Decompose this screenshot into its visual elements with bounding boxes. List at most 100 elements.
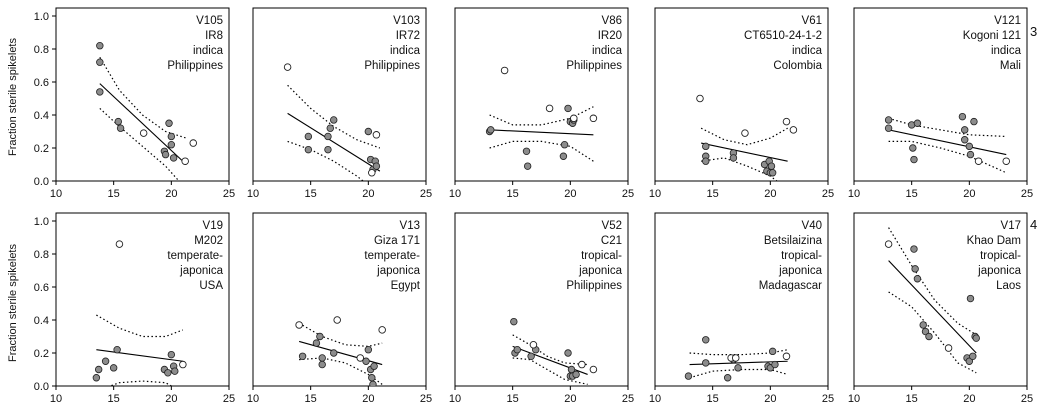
data-point-open — [139, 129, 148, 137]
ci-upper-band — [287, 84, 381, 149]
data-point-filled — [169, 154, 178, 162]
data-point-filled — [109, 364, 118, 372]
panel-annotation: M202 — [194, 235, 223, 247]
x-tick-label: 15 — [707, 393, 719, 405]
panel-annotation: V86 — [602, 15, 622, 27]
data-point-filled — [523, 162, 532, 170]
data-point-filled — [304, 132, 313, 141]
data-point-filled — [326, 124, 334, 132]
data-point-open — [295, 321, 303, 329]
data-point-filled — [972, 334, 980, 342]
ci-lower-band — [888, 291, 977, 374]
panel-annotation: japonica — [376, 265, 420, 277]
data-point-filled — [116, 124, 125, 132]
data-point-filled — [702, 336, 710, 344]
x-tick-label: 20 — [362, 188, 374, 200]
ci-lower-band — [99, 107, 180, 181]
panel-frame — [454, 7, 629, 182]
data-point-open — [589, 365, 598, 374]
panel-annotation: Mali — [1000, 60, 1021, 72]
data-point-open — [974, 157, 983, 165]
data-point-filled — [312, 339, 321, 347]
panel-annotation: V105 — [196, 15, 223, 27]
data-point-filled — [324, 145, 332, 154]
data-point-filled — [316, 332, 324, 341]
data-point-filled — [723, 374, 732, 382]
panel-annotation: Madagascar — [759, 280, 822, 292]
panel-frame — [55, 212, 230, 387]
data-point-filled — [961, 136, 969, 144]
data-point-filled — [913, 275, 922, 283]
panel-annotation: Philippines — [167, 60, 223, 72]
x-tick-label: 20 — [362, 393, 374, 405]
data-point-filled — [167, 132, 176, 141]
panel-v121: 10 15 20 25 V121 Kogoni 121 indica Mali — [848, 7, 1033, 200]
data-point-open — [570, 114, 578, 123]
x-tick-label: 15 — [305, 188, 317, 200]
panel-annotation: japonica — [977, 265, 1021, 277]
data-point-open — [545, 104, 554, 113]
panel-annotation: indica — [792, 45, 823, 57]
y-axis-label-bottom: Fraction sterile spikelets — [7, 244, 19, 362]
x-tick-label: 15 — [507, 393, 519, 405]
data-point-open — [115, 240, 124, 248]
panel-annotation: indica — [592, 45, 623, 57]
data-point-filled — [966, 294, 975, 303]
y-tick-label: 1.0 — [34, 11, 49, 23]
data-point-filled — [513, 346, 521, 354]
panel-annotation: temperate- — [364, 250, 420, 262]
regression-line — [287, 112, 381, 172]
data-point-open — [179, 360, 187, 369]
panel-plot-area — [696, 94, 798, 181]
data-point-filled — [560, 140, 569, 149]
ci-lower-band — [512, 357, 588, 385]
panel-annotation: Kogoni 121 — [963, 30, 1021, 42]
x-tick-label: 10 — [649, 188, 661, 200]
data-point-filled — [958, 112, 967, 121]
panel-annotation: Laos — [996, 280, 1021, 292]
data-point-filled — [318, 360, 326, 369]
panel-annotation: V52 — [602, 220, 622, 232]
data-point-open — [589, 114, 598, 123]
y-tick-label: 0.6 — [34, 77, 49, 89]
data-point-filled — [364, 346, 373, 354]
ci-upper-band — [512, 334, 588, 366]
ci-lower-band — [701, 157, 778, 181]
ci-upper-band — [489, 106, 594, 126]
x-tick-label: 25 — [223, 393, 235, 405]
ci-lower-band — [888, 140, 1007, 174]
panel-annotation: tropical- — [781, 250, 822, 262]
data-point-filled — [114, 117, 122, 126]
regression-line — [701, 142, 788, 162]
panel-annotation: temperate- — [167, 250, 223, 262]
data-point-filled — [161, 150, 170, 159]
data-point-open — [372, 131, 381, 139]
data-point-filled — [318, 354, 326, 362]
panel-plot-area — [283, 63, 381, 181]
panel-annotation: Betsilaizina — [764, 235, 823, 247]
panel-frame — [55, 7, 230, 182]
panel-frame — [654, 7, 829, 182]
data-point-filled — [370, 362, 378, 370]
data-point-open — [741, 129, 749, 137]
x-tick-label: 10 — [50, 188, 62, 200]
panel-plot-area — [485, 66, 598, 170]
panel-annotation: japonica — [778, 265, 822, 277]
panel-annotation: Khao Dam — [967, 235, 1021, 247]
panel-annotation: IR72 — [396, 30, 420, 42]
data-point-open — [529, 341, 538, 349]
y-tick-label: 0.4 — [34, 315, 49, 327]
data-point-filled — [522, 147, 531, 155]
panel-annotation: japonica — [578, 265, 622, 277]
data-point-filled — [510, 317, 518, 326]
x-tick-label: 10 — [247, 188, 259, 200]
data-point-filled — [734, 364, 742, 372]
panel-frame — [252, 212, 427, 387]
data-point-open — [782, 117, 791, 126]
x-tick-label: 10 — [449, 393, 461, 405]
x-tick-label: 20 — [764, 188, 776, 200]
panel-annotation: Philippines — [566, 280, 622, 292]
ci-lower-band — [689, 368, 788, 379]
data-point-filled — [167, 350, 176, 359]
x-tick-label: 20 — [963, 393, 975, 405]
